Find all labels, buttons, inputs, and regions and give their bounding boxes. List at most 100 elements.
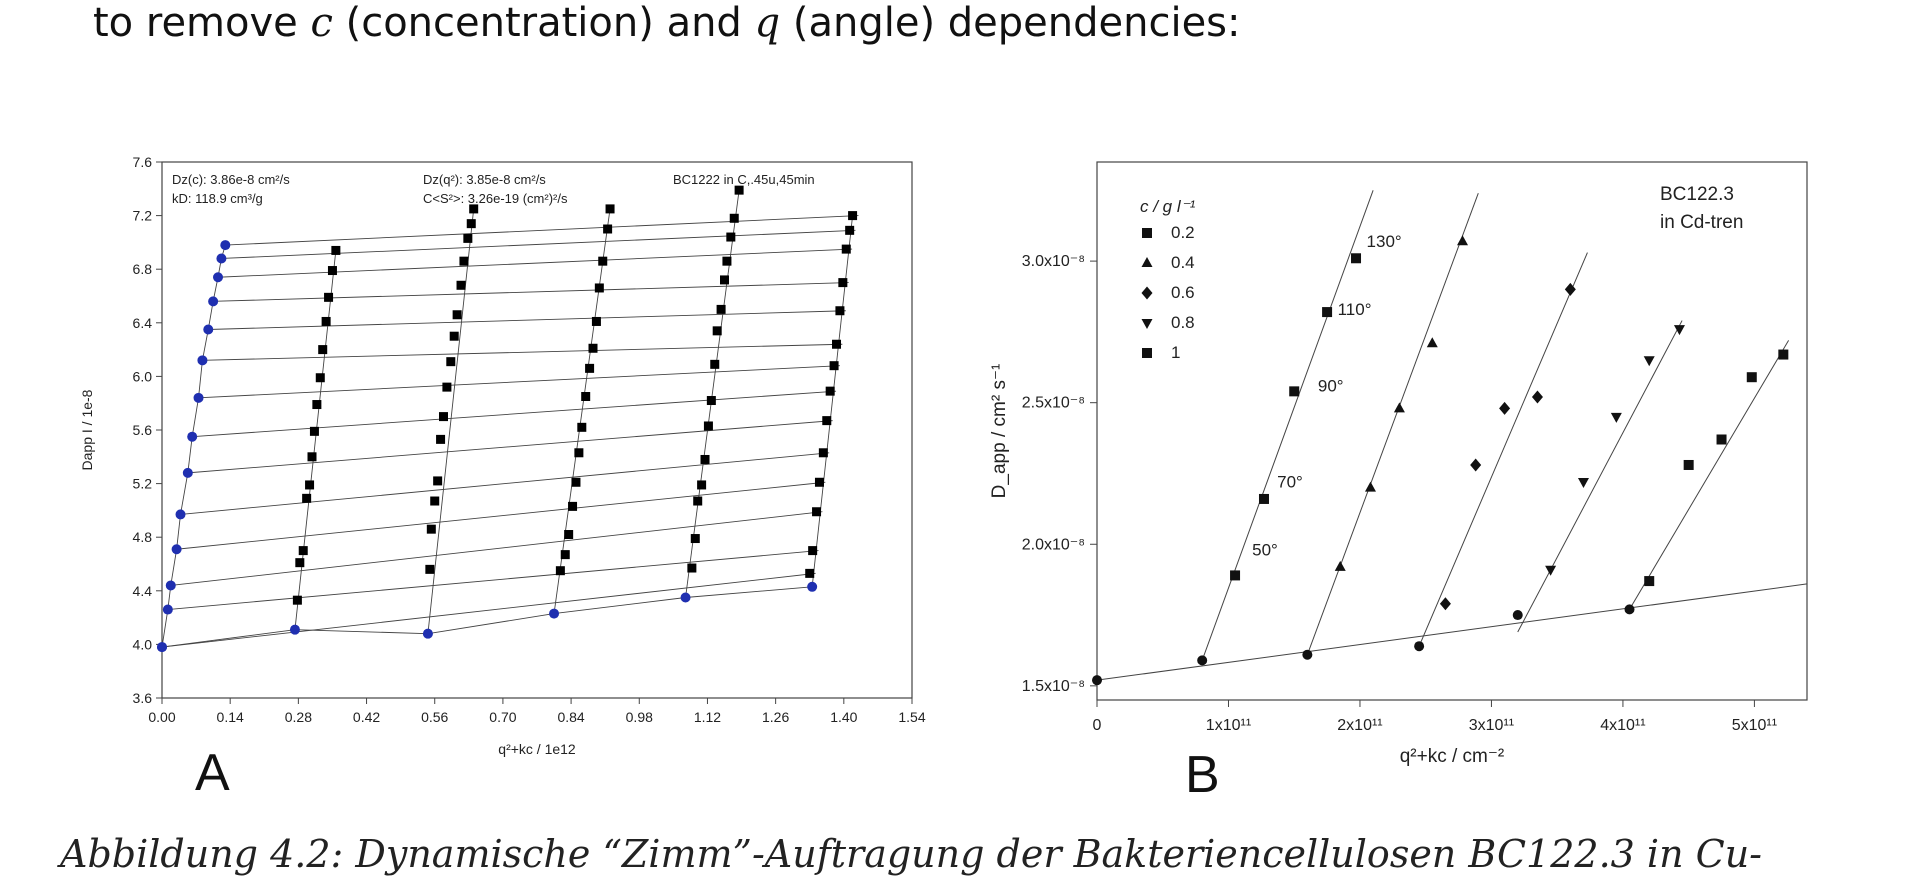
sample-label-line1: BC122.3 xyxy=(1660,184,1734,205)
measured-point xyxy=(463,233,473,243)
extrapolated-point xyxy=(1624,604,1635,615)
extrapolated-c0-point xyxy=(208,296,219,307)
y-tick-label: 2.5x10⁻⁸ xyxy=(1022,395,1085,412)
measured-point xyxy=(594,283,604,293)
extrapolated-point xyxy=(1414,641,1425,652)
measured-point xyxy=(433,476,443,486)
data-point xyxy=(1683,459,1694,470)
concentration-fit-line xyxy=(427,208,475,634)
angle-fit-line xyxy=(176,481,826,550)
data-point xyxy=(1439,597,1451,611)
sample-label-line2: in Cd-tren xyxy=(1660,212,1743,233)
measured-point xyxy=(568,501,578,511)
measured-point xyxy=(456,280,466,290)
measured-point xyxy=(430,496,440,506)
x-axis-label: q²+kc / cm⁻² xyxy=(1400,746,1505,767)
q0-extrapolation-line xyxy=(161,586,813,648)
measured-point xyxy=(571,477,581,487)
concentration-fit-line xyxy=(1629,340,1790,610)
angle-fit-line xyxy=(213,282,849,302)
x-tick-label: 4x10¹¹ xyxy=(1600,717,1645,734)
chart-a-svg: 0.00 0.14 0.28 0.42 0.56 0.70 0.84 0.98 1.12 1.26… xyxy=(79,154,926,802)
concentration-fit-line xyxy=(294,250,337,630)
concentration-fit-line xyxy=(1201,190,1374,661)
y-tick-label: 3.0x10⁻⁸ xyxy=(1022,253,1085,270)
baseline-fit-line xyxy=(1096,583,1808,681)
legend-label: 0.8 xyxy=(1171,313,1195,332)
measured-point xyxy=(438,412,448,422)
measured-point xyxy=(425,564,435,574)
measured-point xyxy=(822,416,832,426)
measured-point xyxy=(729,213,739,223)
extrapolated-c0-point xyxy=(162,604,173,615)
extrapolated-c0-point xyxy=(171,544,182,555)
extrapolated-c0-point xyxy=(197,355,208,366)
measured-point xyxy=(560,550,570,560)
intro-part: (concentration) and xyxy=(332,0,755,46)
legend-title: c / g l⁻¹ xyxy=(1140,197,1196,216)
legend-marker xyxy=(1141,319,1153,329)
data-point xyxy=(1426,337,1438,348)
angle-fit-line xyxy=(167,550,819,611)
data-point xyxy=(1364,481,1376,492)
extrapolated-c0-point xyxy=(216,253,227,264)
annotation-cs2: C<S²>: 3.26e-19 (cm²)²/s xyxy=(423,191,568,206)
annotation-kd: kD: 118.9 cm³/g xyxy=(172,191,263,206)
panel-label-b: B xyxy=(1185,746,1220,804)
angle-label: 130° xyxy=(1367,232,1402,251)
data-point xyxy=(1289,386,1300,397)
extrapolated-q0-point xyxy=(807,581,818,592)
y-axis-label: D_app / cm² s⁻¹ xyxy=(989,364,1010,499)
extrapolated-point xyxy=(1197,655,1208,666)
extrapolated-point xyxy=(1302,649,1313,660)
measured-point xyxy=(726,232,736,242)
angle-fit-line xyxy=(198,365,840,399)
intro-text: to remove c (concentration) and q (angle… xyxy=(93,0,1241,46)
y-tick-label: 7.2 xyxy=(133,208,153,224)
concentration-fit-line xyxy=(553,208,611,614)
data-point xyxy=(1258,493,1269,504)
angle-fit-line xyxy=(170,511,823,586)
measured-point xyxy=(555,566,565,576)
measured-point xyxy=(324,292,334,302)
measured-point xyxy=(459,256,469,266)
legend-label: 0.2 xyxy=(1171,223,1195,242)
data-point xyxy=(1564,282,1576,296)
extrapolated-q0-point xyxy=(289,624,300,635)
measured-point xyxy=(693,496,703,506)
extrapolated-c0-point xyxy=(220,240,231,251)
extrapolated-c0-point xyxy=(175,509,186,520)
concentration-fit-line xyxy=(1418,252,1588,647)
measured-point xyxy=(703,421,713,431)
measured-point xyxy=(307,452,317,462)
extrapolated-c0-point xyxy=(193,392,204,403)
extrapolated-c0-point xyxy=(187,431,198,442)
measured-point xyxy=(605,204,615,214)
data-point xyxy=(1230,570,1241,581)
data-point xyxy=(1746,372,1757,383)
measured-point xyxy=(302,493,312,503)
legend-marker xyxy=(1142,228,1152,238)
y-tick-label: 6.4 xyxy=(133,315,153,331)
y-tick-label: 7.6 xyxy=(133,154,153,170)
data-point xyxy=(1610,412,1622,423)
angle-fit-line xyxy=(217,248,853,278)
angle-fit-line xyxy=(180,452,830,515)
measured-point xyxy=(574,448,584,458)
measured-point xyxy=(808,546,818,556)
measured-point xyxy=(588,343,598,353)
concentration-fit-line xyxy=(811,215,854,587)
measured-point xyxy=(315,373,325,383)
angle-label: 70° xyxy=(1277,473,1303,492)
y-tick-label: 5.2 xyxy=(133,476,153,492)
measured-point xyxy=(825,386,835,396)
measured-point xyxy=(832,339,842,349)
extrapolated-q0-point xyxy=(680,592,691,603)
measured-point xyxy=(598,256,608,266)
measured-point xyxy=(841,244,851,254)
x-tick-label: 1.12 xyxy=(694,709,721,725)
measured-point xyxy=(331,245,341,255)
annotation-dz-q2: Dz(q²): 3.85e-8 cm²/s xyxy=(423,172,546,187)
extrapolated-q0-point xyxy=(549,608,560,619)
extrapolated-c0-point xyxy=(165,580,176,591)
